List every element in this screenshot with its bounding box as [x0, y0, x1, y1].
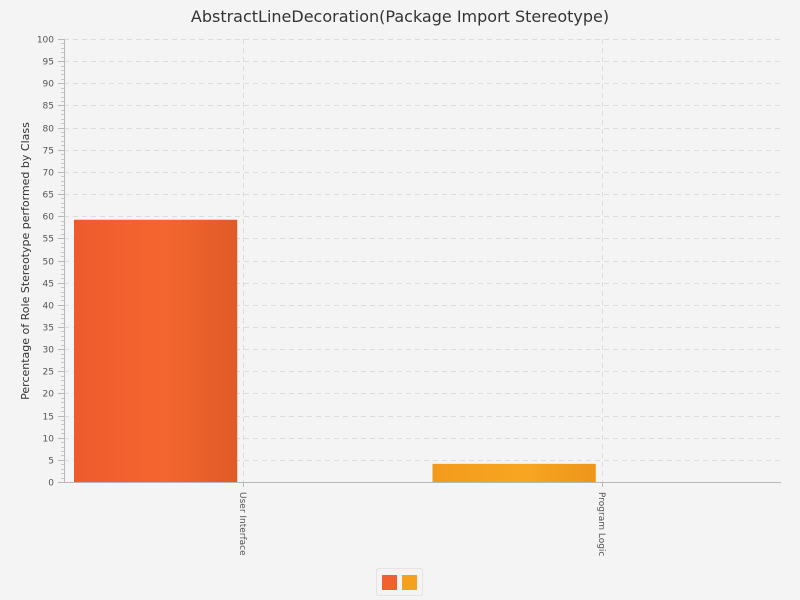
y-tick-label: 65: [43, 191, 54, 201]
y-tick-label: 75: [43, 147, 54, 157]
y-tick-label: 40: [43, 302, 55, 312]
y-tick-label: 45: [43, 280, 54, 290]
y-tick-label: 95: [43, 58, 54, 68]
legend: [376, 568, 423, 596]
x-tick-label: Program Logic: [596, 492, 606, 556]
y-tick-label: 0: [48, 479, 54, 489]
y-tick-label: 15: [43, 413, 54, 423]
y-tick-label: 90: [43, 80, 55, 90]
y-tick-label: 30: [43, 346, 55, 356]
y-axis-label: Percentage of Role Stereotype performed …: [19, 122, 32, 400]
y-tick-label: 70: [43, 169, 55, 179]
y-tick-label: 60: [43, 213, 55, 223]
y-tick-label: 85: [43, 102, 54, 112]
y-tick-label: 10: [43, 435, 55, 445]
y-tick-label: 80: [43, 125, 55, 135]
bar-program-logic: [432, 463, 596, 482]
y-tick-label: 5: [48, 457, 54, 467]
y-tick-label: 55: [43, 235, 54, 245]
y-tick-label: 20: [43, 390, 55, 400]
axes: 0 5 10 15 20 25 30 35 40 45 50 55 60 65 70 75 80 85 90 95 10…: [37, 36, 781, 556]
legend-swatch-program-logic: [402, 574, 417, 590]
bars: [74, 219, 596, 482]
y-tick-label: 25: [43, 368, 54, 378]
bar-user-interface: [74, 219, 238, 482]
x-tick-label: User Interface: [237, 492, 247, 556]
chart-title: AbstractLineDecoration(Package Import St…: [190, 7, 610, 26]
legend-swatch-user-interface: [382, 574, 397, 590]
y-tick-label: 100: [37, 36, 54, 46]
y-tick-label: 35: [43, 324, 54, 334]
y-tick-label: 50: [43, 258, 55, 268]
